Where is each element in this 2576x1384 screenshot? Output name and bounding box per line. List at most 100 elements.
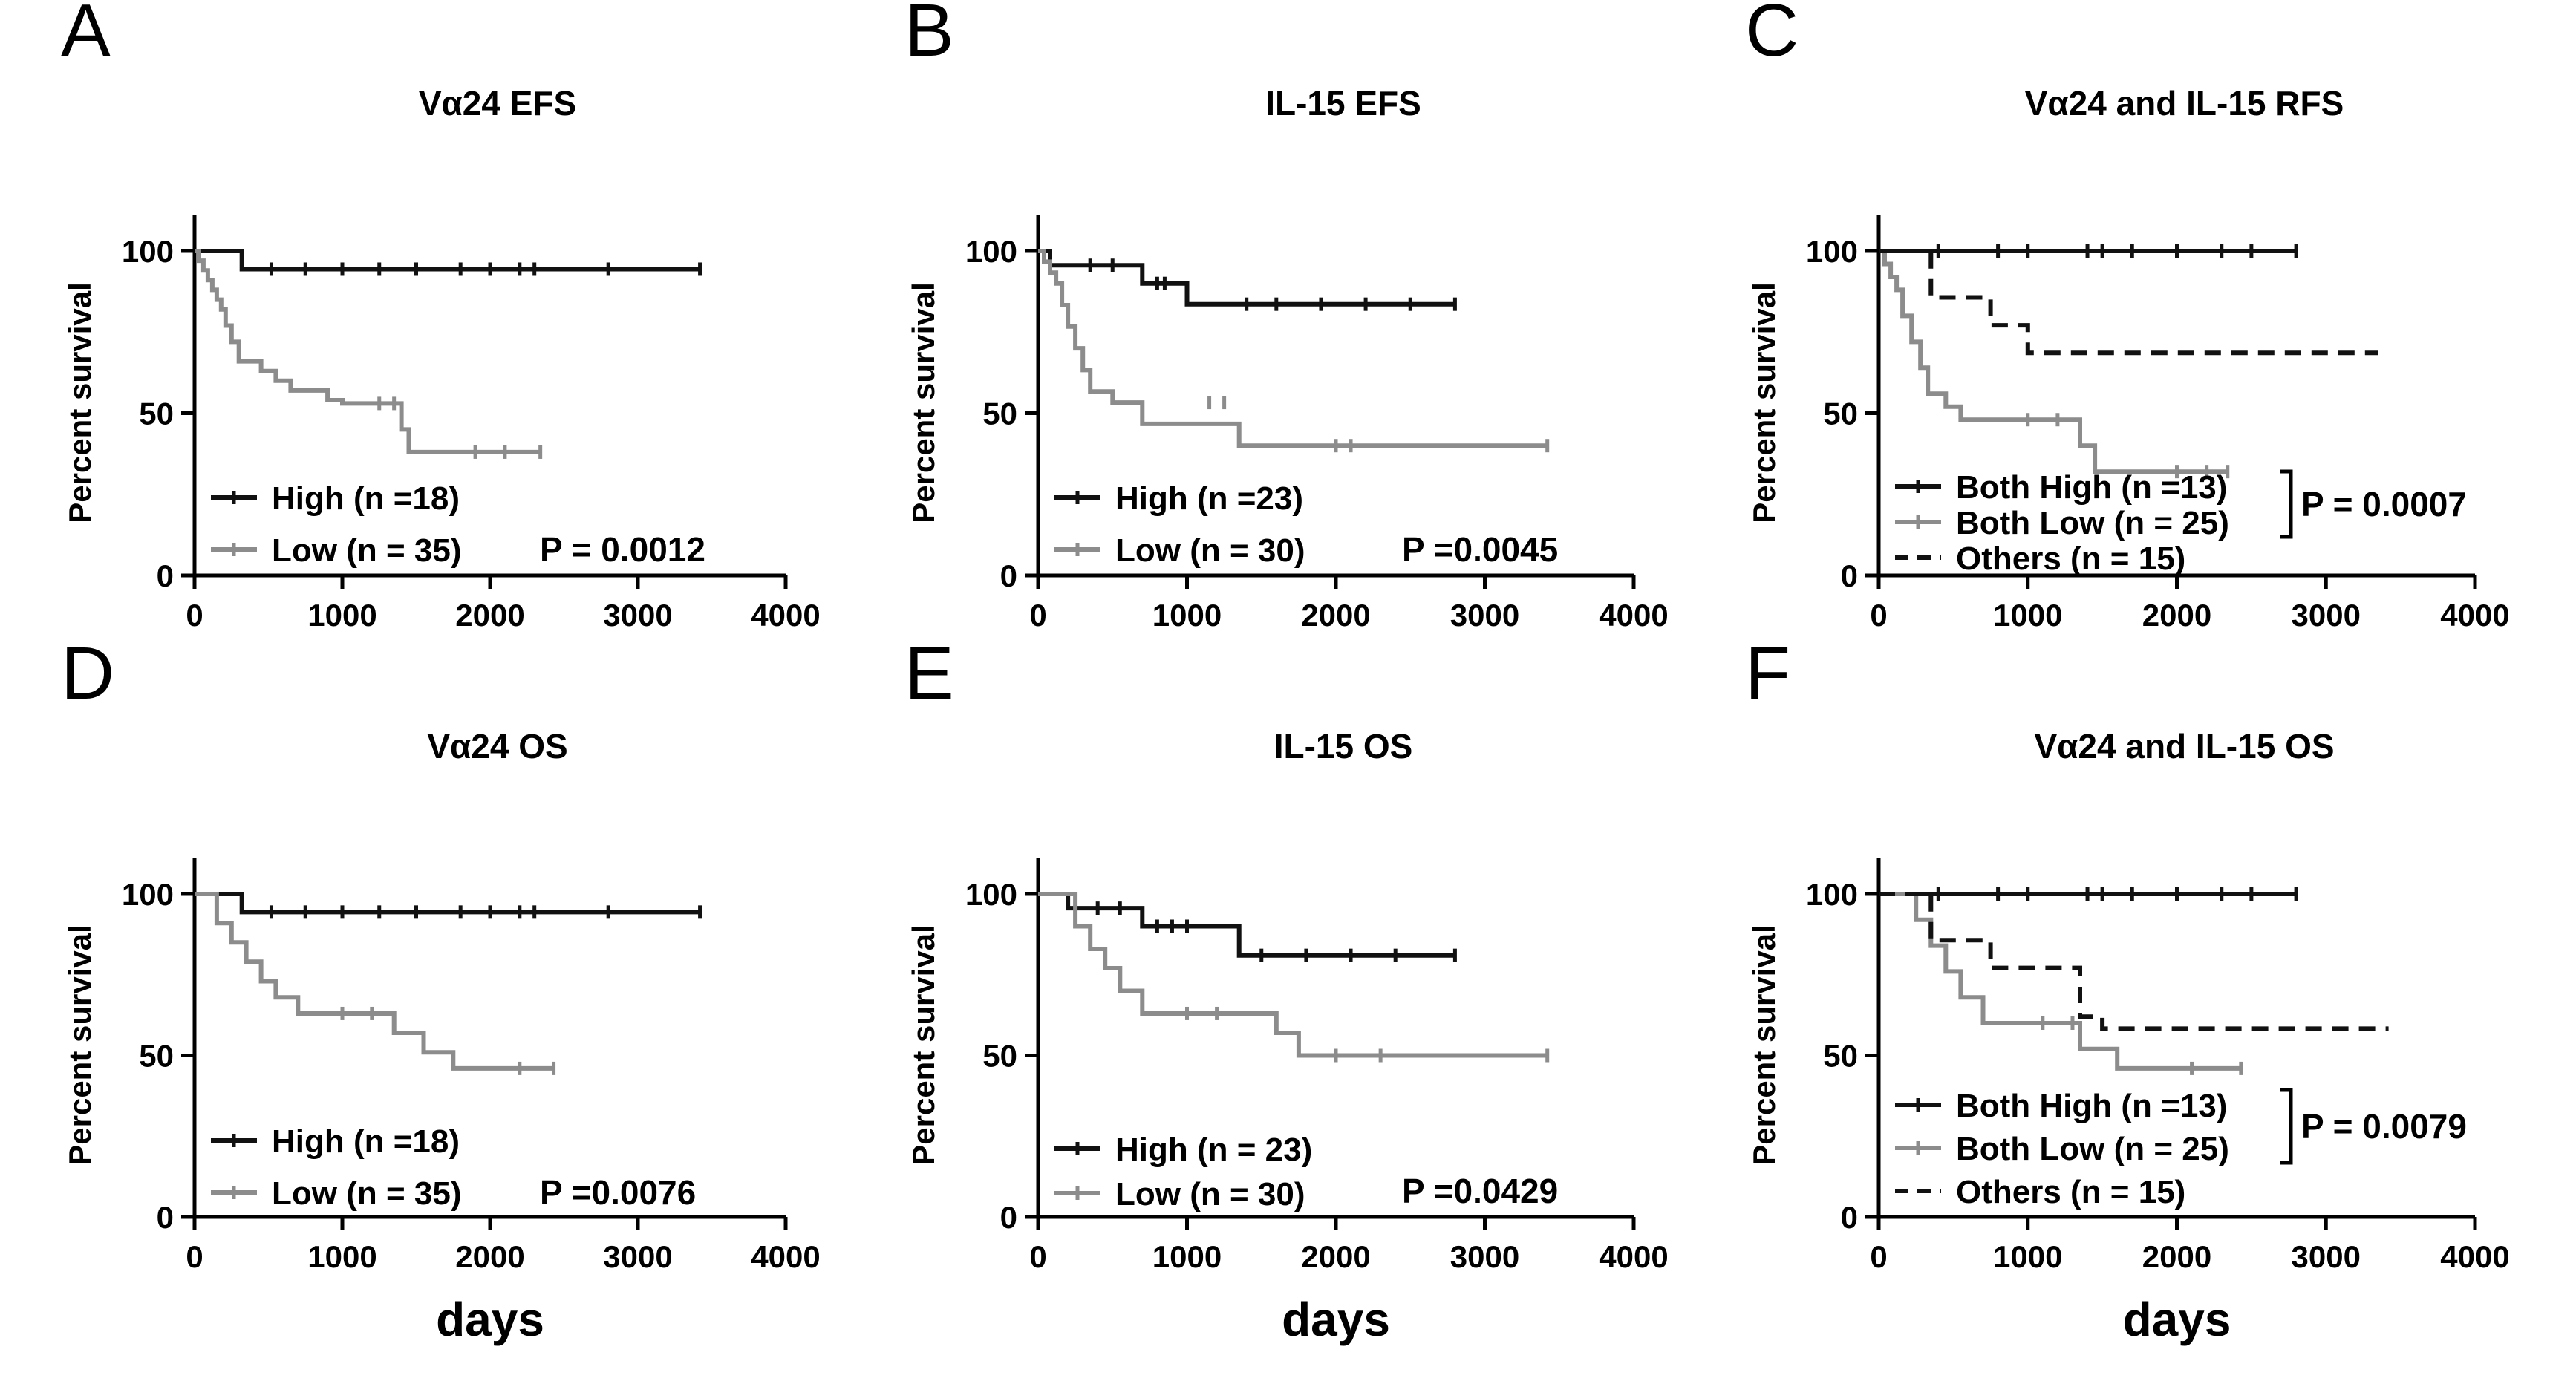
y-tick-label: 0: [1000, 558, 1017, 593]
x-axis-label: days: [436, 1293, 544, 1346]
legend-label: Low (n = 35): [272, 532, 461, 569]
y-axis-label: Percent survival: [62, 282, 97, 523]
x-tick-label: 0: [1029, 1239, 1046, 1274]
y-tick-label: 100: [1806, 877, 1858, 912]
y-tick-label: 100: [122, 877, 174, 912]
x-tick-label: 1000: [307, 1239, 376, 1274]
legend-label: Both High (n =13): [1956, 1088, 2227, 1124]
series-line-1: [1879, 249, 2228, 474]
x-tick-label: 4000: [1599, 1239, 1668, 1274]
panel-title: Vα24 EFS: [419, 84, 576, 123]
x-tick-label: 1000: [307, 598, 376, 633]
panel-title: IL-15 EFS: [1265, 84, 1421, 123]
x-tick-label: 3000: [603, 598, 672, 633]
panel-title: Vα24 OS: [427, 727, 567, 766]
p-value: P = 0.0007: [2301, 485, 2467, 523]
series-line-2: [1879, 249, 2378, 356]
y-tick-label: 0: [1841, 1200, 1858, 1235]
p-value: P =0.0076: [540, 1173, 696, 1212]
p-value: P =0.0429: [1402, 1172, 1558, 1210]
y-tick-label: 50: [982, 1039, 1017, 1074]
legend-bracket: [2280, 1088, 2293, 1165]
x-tick-label: 2000: [1301, 598, 1370, 633]
series-line-2: [1879, 892, 2389, 1031]
x-tick-label: 1000: [1152, 1239, 1222, 1274]
series-line-0: [1038, 249, 1455, 307]
series-line-1: [1038, 892, 1548, 1058]
p-value: P = 0.0012: [540, 530, 705, 569]
y-tick-label: 0: [1000, 1200, 1017, 1235]
y-tick-label: 50: [139, 1039, 174, 1074]
legend-label: Others (n = 15): [1956, 1174, 2185, 1210]
legend-label: Low (n = 30): [1115, 532, 1305, 569]
panel-letter: A: [61, 0, 111, 72]
y-tick-label: 0: [1841, 558, 1858, 593]
x-tick-label: 4000: [2440, 598, 2509, 633]
legend-label: High (n =23): [1115, 480, 1303, 517]
panel-letter: E: [904, 632, 954, 715]
y-tick-label: 0: [157, 558, 174, 593]
x-tick-label: 0: [1870, 598, 1887, 633]
legend-label: High (n =18): [272, 480, 460, 517]
y-tick-label: 50: [1823, 396, 1858, 431]
x-axis-label: days: [2123, 1293, 2231, 1346]
x-tick-label: 2000: [2142, 1239, 2211, 1274]
y-tick-label: 0: [157, 1200, 174, 1235]
y-tick-label: 100: [1806, 234, 1858, 269]
y-axis-label: Percent survival: [1747, 924, 1781, 1166]
panel-title: Vα24 and IL-15 OS: [2034, 727, 2334, 766]
series-line-1: [1879, 892, 2241, 1071]
panel-title: IL-15 OS: [1274, 727, 1413, 766]
x-tick-label: 3000: [2292, 1239, 2361, 1274]
x-tick-label: 1000: [1993, 598, 2062, 633]
y-axis-label: Percent survival: [906, 282, 941, 523]
legend-label: Both High (n =13): [1956, 469, 2227, 506]
x-tick-label: 2000: [455, 598, 524, 633]
x-tick-label: 4000: [1599, 598, 1668, 633]
legend-label: Both Low (n = 25): [1956, 1131, 2229, 1167]
y-axis-label: Percent survival: [906, 924, 941, 1166]
y-axis-label: Percent survival: [1747, 282, 1781, 523]
x-tick-label: 4000: [751, 1239, 820, 1274]
x-tick-label: 2000: [2142, 598, 2211, 633]
series-line-1: [195, 249, 541, 454]
legend-label: Low (n = 30): [1115, 1176, 1305, 1212]
panel-letter: B: [904, 0, 954, 72]
x-tick-label: 1000: [1993, 1239, 2062, 1274]
legend-label: Both Low (n = 25): [1956, 505, 2229, 541]
y-tick-label: 50: [139, 396, 174, 431]
p-value: P =0.0045: [1402, 530, 1558, 569]
y-tick-label: 50: [1823, 1039, 1858, 1074]
x-tick-label: 2000: [1301, 1239, 1370, 1274]
panel-title: Vα24 and IL-15 RFS: [2025, 84, 2344, 123]
x-tick-label: 3000: [603, 1239, 672, 1274]
x-tick-label: 0: [186, 598, 203, 633]
y-axis-label: Percent survival: [62, 924, 97, 1166]
x-tick-label: 3000: [2292, 598, 2361, 633]
y-tick-label: 100: [965, 234, 1017, 269]
x-tick-label: 1000: [1152, 598, 1222, 633]
series-line-1: [195, 892, 554, 1071]
panel-letter: F: [1745, 632, 1790, 715]
x-tick-label: 3000: [1450, 598, 1519, 633]
legend-label: High (n =18): [272, 1123, 460, 1160]
legend-label: Low (n = 35): [272, 1175, 461, 1212]
panel-letter: D: [61, 632, 114, 715]
series-line-0: [195, 249, 700, 272]
series-line-1: [1038, 249, 1548, 448]
y-tick-label: 100: [122, 234, 174, 269]
y-tick-label: 100: [965, 877, 1017, 912]
x-tick-label: 3000: [1450, 1239, 1519, 1274]
x-tick-label: 2000: [455, 1239, 524, 1274]
p-value: P = 0.0079: [2301, 1107, 2467, 1146]
x-tick-label: 0: [1029, 598, 1046, 633]
legend-bracket: [2280, 469, 2293, 539]
